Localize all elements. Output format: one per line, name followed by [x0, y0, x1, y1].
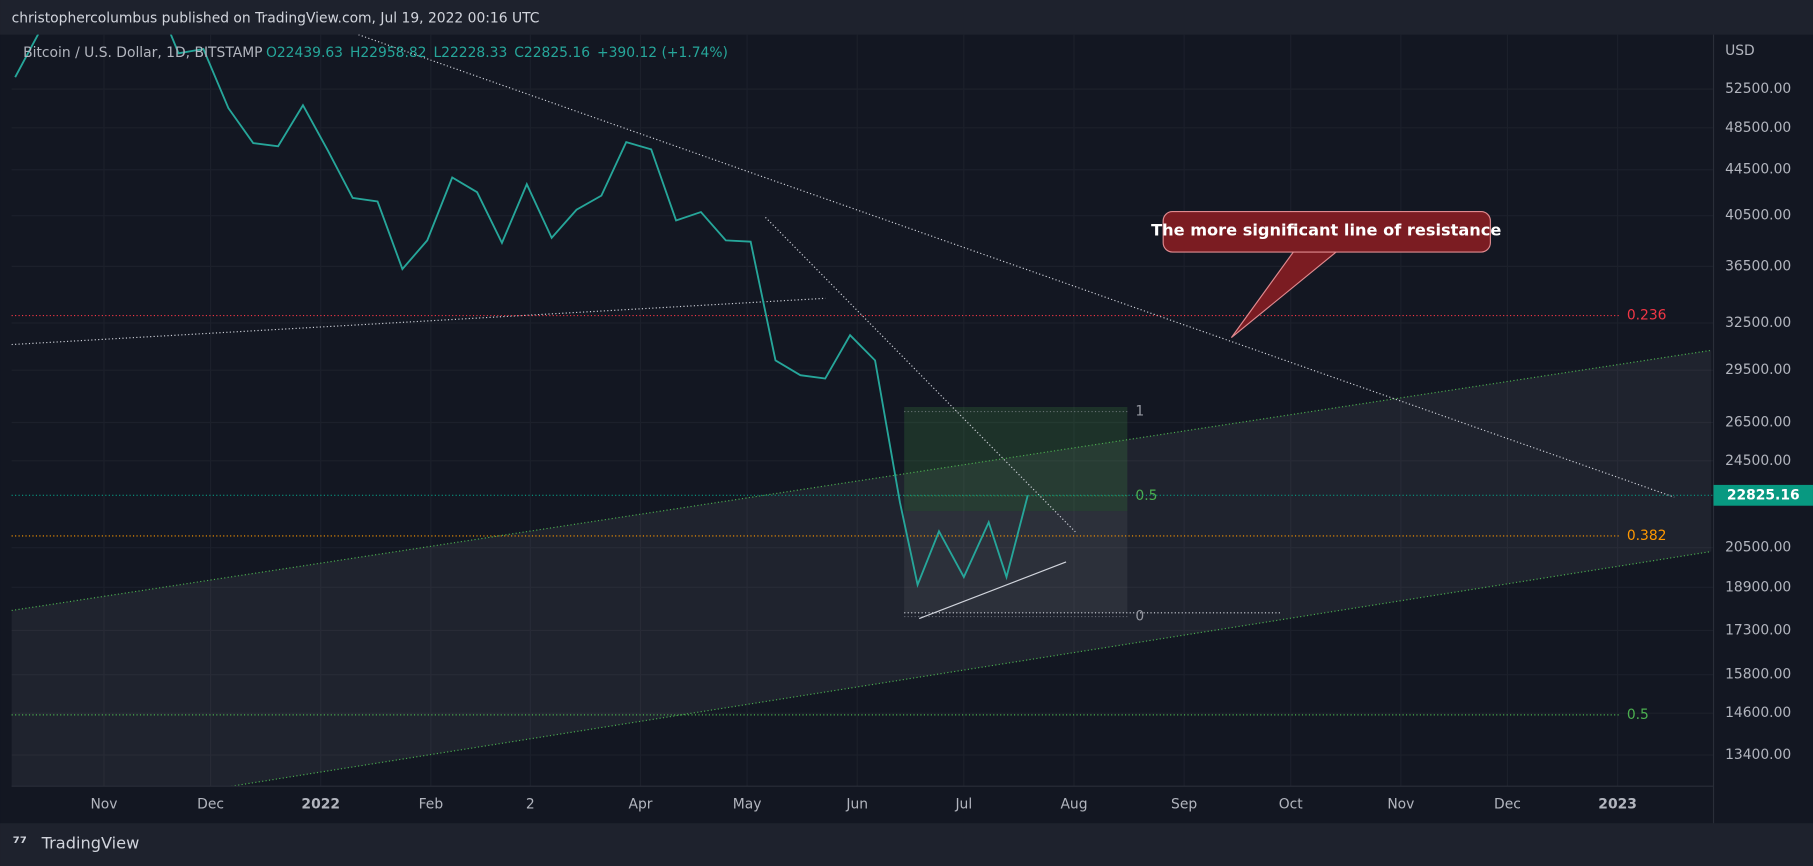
- y-tick-label: 44500.00: [1725, 162, 1791, 178]
- resistance-line: [358, 34, 1675, 498]
- x-tick-label: Feb: [419, 797, 444, 813]
- grid: [11, 34, 1714, 787]
- drawings: [11, 34, 1712, 787]
- ohlc-value: C22825.16: [514, 45, 590, 61]
- y-tick-label: 14600.00: [1725, 705, 1791, 721]
- x-tick-label: May: [733, 797, 762, 813]
- fib-box-label: 1: [1135, 404, 1144, 420]
- y-tick-label: 13400.00: [1725, 747, 1791, 763]
- header-text: christophercolumbus published on Trading…: [12, 10, 540, 26]
- logo: ⁷⁷: [13, 834, 27, 853]
- y-tick-label: 18900.00: [1725, 579, 1791, 595]
- callout: The more significant line of resistance: [1151, 211, 1501, 339]
- y-tick-label: 36500.00: [1725, 258, 1791, 274]
- x-tick-label: Dec: [1494, 797, 1521, 813]
- x-tick-label: 2: [526, 797, 535, 813]
- support-line: [11, 297, 826, 346]
- header-bar: [0, 0, 1813, 35]
- last-price-tag: [1713, 484, 1813, 506]
- y-tick-label: 15800.00: [1725, 667, 1791, 683]
- trend-line: [765, 216, 1076, 533]
- x-tick-label: Nov: [90, 797, 117, 813]
- y-tick-label: 26500.00: [1725, 415, 1791, 431]
- y-tick-label: 17300.00: [1725, 622, 1791, 638]
- price-plot: [14, 34, 1029, 588]
- channel-upper: [11, 349, 1712, 612]
- last-price-label: 22825.16: [1727, 487, 1800, 503]
- footer-bar: [0, 823, 1813, 866]
- x-tick-label: 2023: [1598, 797, 1637, 813]
- y-tick-label: 24500.00: [1725, 453, 1791, 469]
- legend-title: Bitcoin / U.S. Dollar, 1D, BITSTAMP: [23, 45, 262, 61]
- fib-label: 0.5: [1627, 707, 1649, 723]
- y-tick-label: 20500.00: [1725, 540, 1791, 556]
- x-tick-label: Dec: [197, 797, 224, 813]
- y-tick-label: 40500.00: [1725, 208, 1791, 224]
- x-tick-label: Sep: [1171, 797, 1197, 813]
- ohlc-value: L22228.33: [433, 45, 507, 61]
- y-tick-label: 29500.00: [1725, 362, 1791, 378]
- x-tick-label: Aug: [1060, 797, 1087, 813]
- callout-box: [1162, 211, 1491, 253]
- fib-label: 0.236: [1627, 308, 1667, 324]
- x-tick-label: Oct: [1279, 797, 1304, 813]
- ohlc-value: O22439.63: [266, 45, 343, 61]
- fib-box-upper: [904, 406, 1128, 512]
- x-tick-label: 2022: [301, 797, 340, 813]
- fib-box-lower: [904, 511, 1128, 613]
- x-tick-label: Apr: [629, 797, 653, 813]
- callout-text: The more significant line of resistance: [1151, 221, 1501, 240]
- ohlc: O22439.63 H22958.82 L22228.33 C22825.16 +390…: [266, 45, 728, 61]
- x-tick-label: Jun: [845, 797, 868, 813]
- ohlc-value: +390.12 (+1.74%): [597, 45, 728, 61]
- y-tick-label: 52500.00: [1725, 81, 1791, 97]
- fib-label: 0.382: [1627, 528, 1667, 544]
- channel: [11, 350, 1712, 787]
- y-tick-label: 48500.00: [1725, 120, 1791, 136]
- wedge-line: [919, 561, 1067, 620]
- axis-unit: USD: [1725, 43, 1755, 59]
- y-tick-label: 32500.00: [1725, 315, 1791, 331]
- footer-brand: TradingView: [41, 834, 140, 853]
- fib-box-label: 0: [1135, 609, 1144, 625]
- x-tick-label: Jul: [954, 797, 972, 813]
- x-tick-label: Nov: [1387, 797, 1414, 813]
- price-line: [14, 34, 1029, 588]
- ohlc-value: H22958.82: [350, 45, 427, 61]
